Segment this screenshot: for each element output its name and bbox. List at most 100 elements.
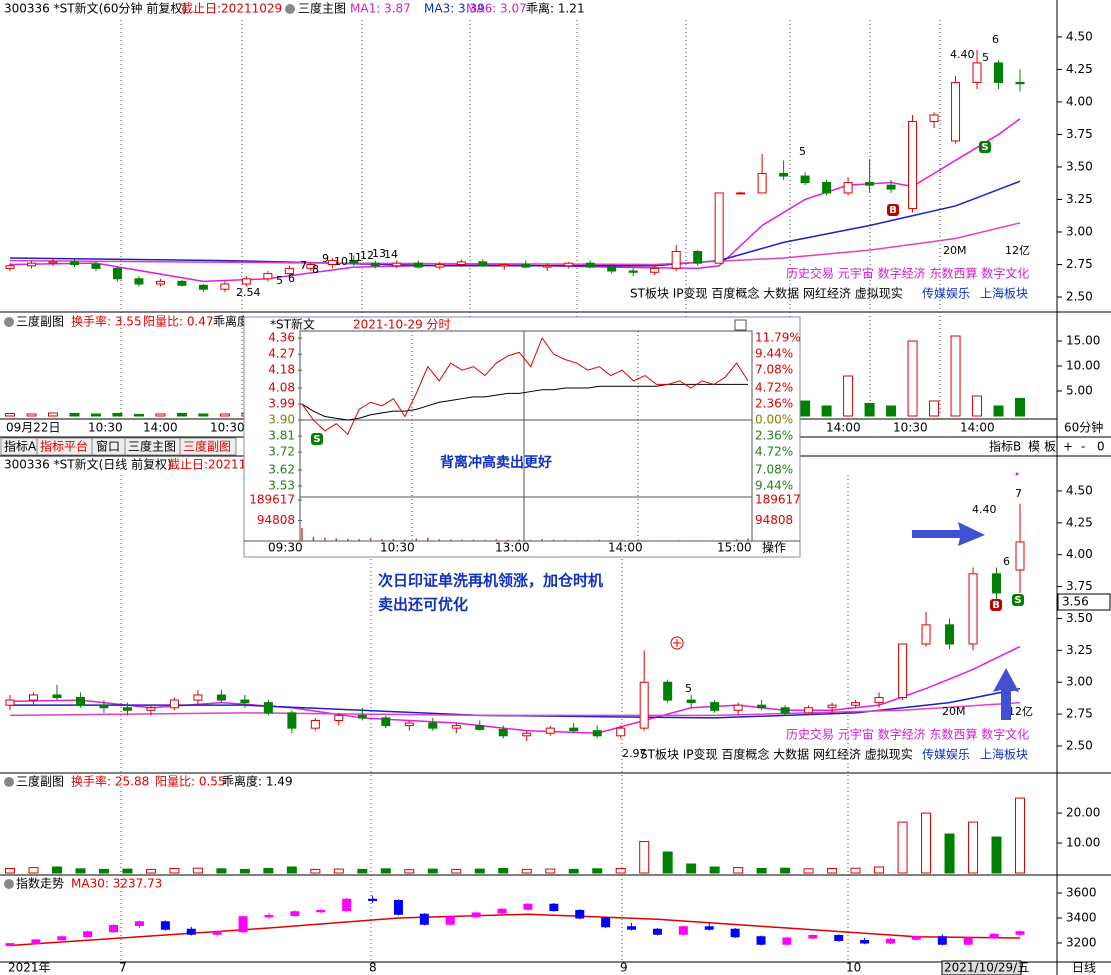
y-tick-label: 4.00 xyxy=(1066,94,1093,108)
candle-body xyxy=(874,697,884,704)
volume-bar xyxy=(850,867,861,874)
turnover: 换手率: 3.55 xyxy=(71,314,142,329)
y-tick-label: 3.50 xyxy=(1066,159,1093,173)
candle-body xyxy=(908,120,918,210)
annotation: 6 xyxy=(992,33,999,46)
y-tick-label: 3.25 xyxy=(1066,192,1093,206)
volume-bar xyxy=(427,868,438,874)
candle-body xyxy=(601,917,611,928)
tab-label[interactable]: 窗口 xyxy=(96,440,120,454)
tab-label[interactable]: 三度副图 xyxy=(183,439,231,454)
tab-label[interactable]: 模 xyxy=(1028,440,1040,454)
y-tick-label: 4.00 xyxy=(1066,547,1093,561)
tab-label[interactable]: - xyxy=(1081,440,1085,454)
candle-body xyxy=(478,261,488,267)
pct-label: 11.79% xyxy=(755,331,801,345)
ma-label: MA30: 3237.73 xyxy=(71,877,162,891)
candle-body xyxy=(264,915,274,918)
candle-body xyxy=(822,182,832,194)
candle-body xyxy=(475,725,485,730)
annotation: 5 xyxy=(799,145,806,158)
divergence: 乖离度 xyxy=(213,314,249,329)
y-tick-label: 4.08 xyxy=(268,380,295,394)
volume-bar xyxy=(122,868,133,874)
annotation: 9 xyxy=(322,252,329,265)
candle-body xyxy=(780,707,790,714)
pct-label: 2.36% xyxy=(755,429,793,443)
volume-bar xyxy=(219,413,230,417)
pct-label: 2.36% xyxy=(755,397,793,411)
tab-label[interactable]: + xyxy=(1063,440,1073,454)
y-tick-label: 4.50 xyxy=(1066,29,1093,43)
candle-body xyxy=(160,921,170,930)
indicator-name: 三度副图 xyxy=(16,314,64,329)
candle-body xyxy=(989,933,999,939)
arrow xyxy=(912,522,985,546)
candle-body xyxy=(445,916,455,925)
menu-icon[interactable] xyxy=(285,4,295,14)
candle-body xyxy=(284,267,294,275)
date-label: 8 xyxy=(369,961,377,975)
y-tick-label: 4.25 xyxy=(1066,515,1093,529)
y-tick-label: 3.00 xyxy=(1066,224,1093,238)
volume-ratio: 阳量比: 0.55 xyxy=(155,775,226,789)
pct-label: 7.08% xyxy=(755,363,793,377)
tab-label[interactable]: 三度主图 xyxy=(128,439,176,454)
candle-body xyxy=(549,903,559,911)
tab[interactable] xyxy=(179,437,237,456)
candle-body xyxy=(456,261,466,265)
action-button[interactable]: 操作 xyxy=(762,540,786,555)
period-label: 60分钟 xyxy=(1064,420,1103,435)
menu-icon[interactable] xyxy=(4,317,14,327)
signal-badge-label: S xyxy=(1014,595,1021,606)
volume-bar xyxy=(169,868,180,874)
sector-tags: ST板块 IP变现 百度概念 大数据 网红经济 虚拟现实 xyxy=(640,747,913,762)
candle-body xyxy=(342,898,352,911)
candle-body xyxy=(240,699,250,704)
pct-label: 4.72% xyxy=(755,380,793,394)
time-label: 14:00 xyxy=(826,421,861,435)
sector-tags: 历史交易 元宇宙 数字经济 东数西算 数字文化 xyxy=(786,266,1029,281)
popup-frame xyxy=(243,316,801,558)
candle-body xyxy=(542,265,552,268)
pct-label: 9.44% xyxy=(755,478,793,492)
popup-subtitle: 2021-10-29 分时 xyxy=(353,318,451,332)
candle-body xyxy=(419,913,429,925)
volume-tick-label: 94808 xyxy=(755,513,793,527)
tab-label[interactable]: 板 xyxy=(1044,440,1056,454)
candle-body xyxy=(929,114,939,122)
candle-body xyxy=(808,935,818,939)
volume-bar xyxy=(950,335,961,417)
menu-icon[interactable] xyxy=(4,777,14,787)
volume-bar xyxy=(907,340,918,417)
tab-label[interactable]: 0 xyxy=(1097,440,1105,454)
menu-icon[interactable] xyxy=(4,879,14,889)
candle-body xyxy=(310,719,320,729)
candle-body xyxy=(972,62,982,83)
volume-bar xyxy=(662,851,673,874)
volume-bar xyxy=(75,868,86,874)
signal-badge xyxy=(887,204,899,216)
candle-body xyxy=(263,702,273,714)
candle-body xyxy=(134,278,144,285)
candle-body xyxy=(69,261,79,265)
tab-label[interactable]: 指标A xyxy=(4,439,37,454)
y-tick-label: 3.90 xyxy=(268,413,295,427)
candle-body xyxy=(951,81,961,142)
candle-body xyxy=(112,267,122,280)
candle-body xyxy=(592,730,602,737)
y-tick-label: 4.50 xyxy=(1066,483,1093,497)
annotation: 5 xyxy=(982,51,989,64)
volume-bar xyxy=(310,868,321,874)
close-button[interactable] xyxy=(734,319,747,331)
tab-label[interactable]: 指标B xyxy=(989,439,1021,454)
volume-bar xyxy=(991,836,1002,874)
tab-label[interactable]: 指标平台 xyxy=(40,439,88,454)
volume-bar xyxy=(357,868,368,874)
candle-body xyxy=(5,265,15,269)
ma-label: MA3: 3.39 xyxy=(424,2,485,16)
stock-code: 300336 *ST新文(60分钟 前复权) xyxy=(4,1,187,16)
candle-body xyxy=(5,699,15,706)
candle-body xyxy=(1015,541,1025,571)
